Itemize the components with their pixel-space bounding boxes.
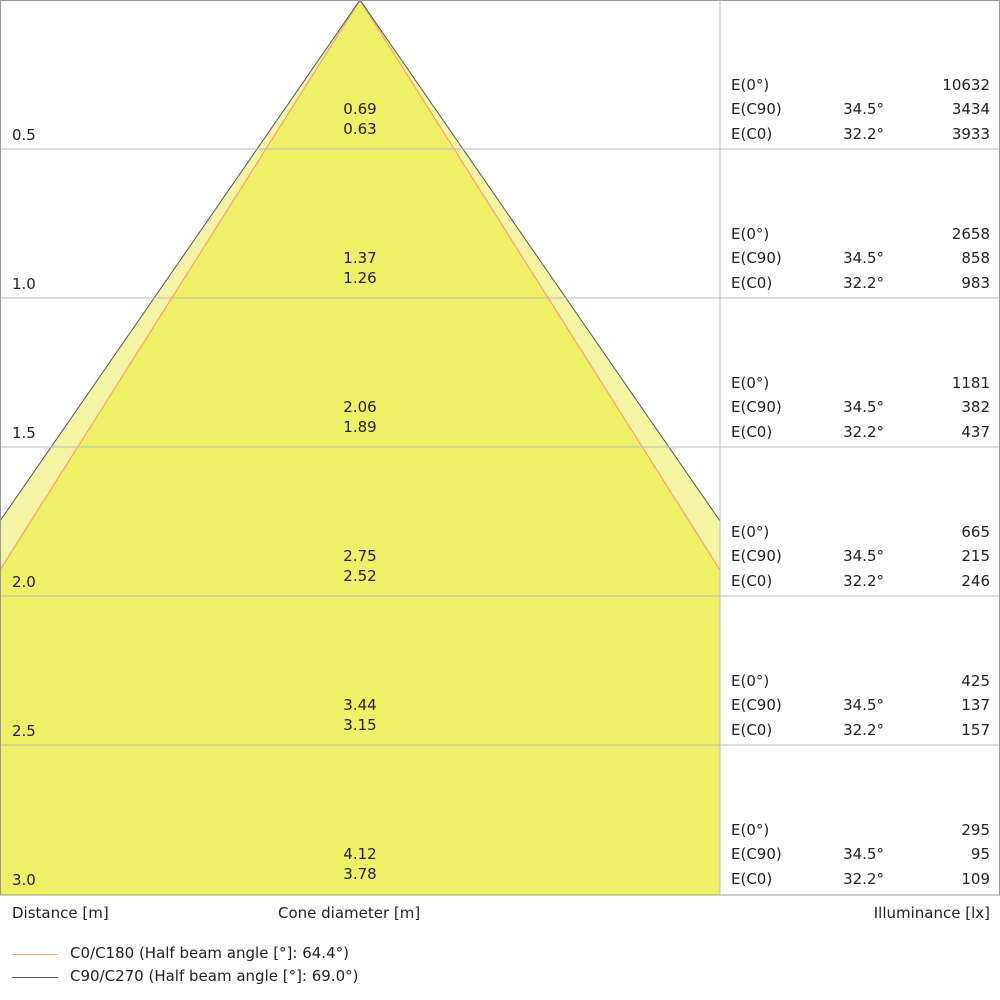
- e0-label: E(0°): [731, 76, 769, 94]
- ec0-value: 246: [961, 572, 990, 590]
- ec90-angle: 34.5°: [843, 696, 884, 714]
- distance-row: 1.5 2.06 1.89 E(0°) 1181 E(C90) 34.5° 382 E(C0) 3…: [12, 374, 990, 442]
- ec90-angle: 34.5°: [843, 100, 884, 118]
- distance-label: 2.0: [12, 573, 36, 591]
- c0-cone-diameter: 2.52: [343, 567, 376, 585]
- ec90-angle: 34.5°: [843, 547, 884, 565]
- distance-row: 3.0 4.12 3.78 E(0°) 295 E(C90) 34.5° 95 E(C0) 32.…: [12, 821, 990, 889]
- ec90-value: 3434: [952, 100, 990, 118]
- e0-value: 2658: [952, 225, 990, 243]
- ec90-label: E(C90): [731, 398, 782, 416]
- cone-diameter-axis-label: Cone diameter [m]: [278, 904, 421, 922]
- c90-cone-diameter: 3.44: [343, 696, 376, 714]
- ec0-angle: 32.2°: [843, 423, 884, 441]
- distance-label: 3.0: [12, 871, 36, 889]
- ec90-label: E(C90): [731, 696, 782, 714]
- e0-value: 295: [961, 821, 990, 839]
- ec90-value: 137: [961, 696, 990, 714]
- ec0-angle: 32.2°: [843, 125, 884, 143]
- distance-row: 1.0 1.37 1.26 E(0°) 2658 E(C90) 34.5° 858 E(C0) 3…: [12, 225, 990, 293]
- ec0-label: E(C0): [731, 423, 772, 441]
- ec90-label: E(C90): [731, 845, 782, 863]
- c90-legend-label: C90/C270 (Half beam angle [°]: 69.0°): [70, 967, 359, 985]
- ec0-angle: 32.2°: [843, 721, 884, 739]
- ec0-value: 437: [961, 423, 990, 441]
- c0-cone-diameter: 0.63: [343, 120, 376, 138]
- ec0-value: 983: [961, 274, 990, 292]
- distance-label: 2.5: [12, 722, 36, 740]
- ec0-value: 3933: [952, 125, 990, 143]
- ec0-angle: 32.2°: [843, 572, 884, 590]
- ec0-label: E(C0): [731, 274, 772, 292]
- e0-label: E(0°): [731, 821, 769, 839]
- ec0-label: E(C0): [731, 721, 772, 739]
- e0-label: E(0°): [731, 672, 769, 690]
- distance-label: 0.5: [12, 126, 36, 144]
- ec0-value: 109: [961, 870, 990, 888]
- c90-cone-diameter: 2.06: [343, 398, 376, 416]
- ec90-angle: 34.5°: [843, 845, 884, 863]
- ec0-angle: 32.2°: [843, 274, 884, 292]
- e0-label: E(0°): [731, 225, 769, 243]
- ec90-label: E(C90): [731, 100, 782, 118]
- illuminance-axis-label: Illuminance [lx]: [873, 904, 990, 922]
- e0-label: E(0°): [731, 374, 769, 392]
- e0-label: E(0°): [731, 523, 769, 541]
- c90-cone-diameter: 1.37: [343, 249, 376, 267]
- ec90-value: 382: [961, 398, 990, 416]
- distance-row: 2.5 3.44 3.15 E(0°) 425 E(C90) 34.5° 137 E(C0) 32…: [12, 672, 990, 740]
- ec90-angle: 34.5°: [843, 249, 884, 267]
- ec0-angle: 32.2°: [843, 870, 884, 888]
- distance-label: 1.5: [12, 424, 36, 442]
- ec90-value: 95: [971, 845, 990, 863]
- c0-cone-diameter: 3.78: [343, 865, 376, 883]
- c0-legend-label: C0/C180 (Half beam angle [°]: 64.4°): [70, 944, 349, 962]
- ec0-label: E(C0): [731, 870, 772, 888]
- ec90-label: E(C90): [731, 547, 782, 565]
- e0-value: 1181: [952, 374, 990, 392]
- distance-label: 1.0: [12, 275, 36, 293]
- cone-diagram: 0.5 0.69 0.63 E(0°) 10632 E(C90) 34.5° 3434 E(C0…: [0, 0, 1000, 896]
- c90-legend-line-icon: [12, 977, 58, 978]
- ec90-value: 215: [961, 547, 990, 565]
- e0-value: 425: [961, 672, 990, 690]
- grid: [0, 148, 1000, 746]
- c90-cone-diameter: 0.69: [343, 100, 376, 118]
- distance-row: 0.5 0.69 0.63 E(0°) 10632 E(C90) 34.5° 3434 E(C0…: [12, 76, 990, 144]
- c0-cone-diameter: 1.89: [343, 418, 376, 436]
- e0-value: 10632: [942, 76, 990, 94]
- ec90-label: E(C90): [731, 249, 782, 267]
- ec0-value: 157: [961, 721, 990, 739]
- c0-legend-line-icon: [12, 954, 58, 955]
- ec90-value: 858: [961, 249, 990, 267]
- ec0-label: E(C0): [731, 572, 772, 590]
- c0-cone-diameter: 3.15: [343, 716, 376, 734]
- c0-cone-edge: [0, 0, 721, 571]
- ec0-label: E(C0): [731, 125, 772, 143]
- distance-row: 2.0 2.75 2.52 E(0°) 665 E(C90) 34.5° 215 E(C0) 32…: [12, 523, 990, 591]
- distance-axis-label: Distance [m]: [12, 904, 109, 922]
- c90-cone-diameter: 2.75: [343, 547, 376, 565]
- c0-cone-diameter: 1.26: [343, 269, 376, 287]
- c90-cone-diameter: 4.12: [343, 845, 376, 863]
- c90-cone-edge: [0, 0, 721, 522]
- ec90-angle: 34.5°: [843, 398, 884, 416]
- e0-value: 665: [961, 523, 990, 541]
